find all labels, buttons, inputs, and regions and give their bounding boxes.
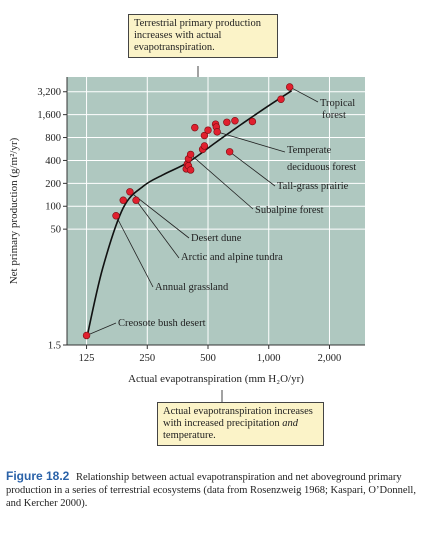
x-axis-ticks: 125 250 500 1,000 2,000 — [79, 345, 342, 364]
annotation-leader — [129, 191, 190, 239]
x-axis-label: Actual evapotranspiration (mm H₂O/yr) — [128, 373, 304, 385]
data-point — [204, 126, 212, 134]
annotation-label-line2: forest — [322, 110, 346, 121]
data-point — [191, 123, 199, 132]
data-point — [186, 150, 195, 159]
annotation-label: Desert dune — [191, 233, 242, 244]
callout-bottom-emphasis: and — [282, 418, 299, 429]
annotation-label: Creosote bush desert — [118, 318, 206, 329]
data-point — [132, 196, 140, 204]
annotation-leader — [229, 151, 276, 187]
y-tick-label: 3,200 — [37, 87, 61, 98]
y-tick-label: 1,600 — [37, 110, 61, 121]
data-point — [231, 117, 239, 125]
caption-text: Relationship between actual evapotranspi… — [6, 472, 416, 509]
x-tick-label: 125 — [79, 353, 95, 364]
data-point — [186, 166, 195, 174]
y-tick-label: 1.5 — [48, 341, 61, 352]
data-point — [82, 331, 91, 340]
data-point — [126, 188, 134, 196]
data-points — [82, 83, 294, 340]
y-tick-label: 200 — [45, 179, 61, 190]
data-point — [277, 95, 285, 103]
callout-top: Terrestrial primary production increases… — [128, 14, 278, 58]
y-tick-label: 100 — [45, 202, 61, 213]
annotation-leader — [86, 322, 117, 336]
annotation-leader — [135, 199, 180, 259]
annotation-leaders — [86, 86, 319, 336]
callout-bottom-text-1: Actual evapotranspiration increases with… — [163, 406, 313, 429]
callout-bottom-text-2: precipitation — [226, 418, 283, 429]
y-axis-label: Net primary production (g/m²/yr) — [8, 137, 20, 284]
annotation-label: Temperate — [287, 145, 331, 156]
annotation-label: Arctic and alpine tundra — [181, 252, 283, 263]
x-tick-label: 2,000 — [318, 353, 342, 364]
data-point — [200, 131, 209, 140]
data-point — [225, 148, 234, 156]
annotation-label: Annual grassland — [155, 282, 229, 293]
grid-lines — [67, 77, 365, 346]
figure-caption: Figure 18.2 Relationship between actual … — [6, 470, 418, 510]
callout-bottom-text-3: temperature. — [163, 430, 216, 441]
x-tick-label: 1,000 — [257, 353, 281, 364]
data-point — [223, 118, 231, 126]
data-point — [213, 128, 221, 136]
callout-top-text: Terrestrial primary production increases… — [134, 18, 261, 53]
trend-curve — [85, 90, 293, 340]
annotation-leader — [115, 215, 154, 288]
annotation-leader — [190, 154, 254, 210]
y-tick-label: 800 — [45, 133, 61, 144]
data-point — [248, 117, 257, 126]
annotation-label: Tropical — [320, 98, 355, 109]
data-point — [285, 83, 294, 91]
annotation-label: Subalpine forest — [255, 205, 324, 216]
y-tick-label: 50 — [51, 225, 62, 236]
annotation-label-line2: deciduous forest — [287, 162, 356, 173]
callout-bottom: Actual evapotranspiration increases with… — [157, 402, 324, 446]
y-axis-ticks: 1.5 50 100 200 400 800 1,600 3,200 — [37, 87, 67, 352]
x-tick-label: 500 — [200, 353, 216, 364]
caption-label: Figure 18.2 — [6, 469, 70, 483]
annotation-leader — [217, 131, 286, 153]
annotation-leader — [289, 86, 319, 103]
data-point — [200, 142, 209, 150]
annotation-label: Tall-grass prairie — [277, 181, 349, 192]
data-point — [119, 196, 127, 204]
x-tick-label: 250 — [139, 353, 155, 364]
data-point — [112, 212, 120, 220]
y-tick-label: 400 — [45, 156, 61, 167]
